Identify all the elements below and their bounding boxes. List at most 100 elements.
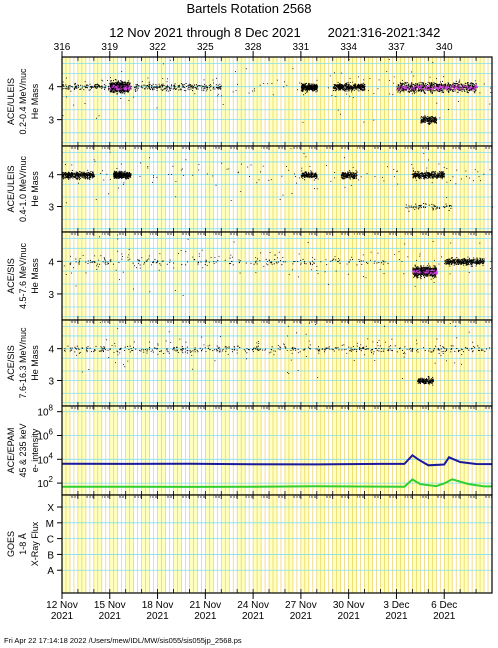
data-point [429,177,431,179]
data-point [162,84,164,86]
data-point [333,87,335,89]
data-point [434,171,436,173]
data-point [195,88,197,90]
data-point [475,89,477,91]
data-point [121,171,123,173]
data-point [179,88,181,90]
data-point [446,197,448,199]
data-point [337,84,339,86]
data-point [308,172,310,174]
data-point [404,82,406,84]
data-point [68,177,70,179]
data-point [336,85,338,87]
data-point [352,86,354,88]
data-point [463,88,465,90]
data-point [431,82,433,84]
data-point [405,204,407,206]
data-point [430,82,432,84]
data-point [120,86,122,88]
data-point [203,85,205,87]
data-point [428,85,430,88]
data-point [424,120,426,122]
data-point [405,82,407,84]
data-point [364,87,366,89]
data-point [477,171,479,173]
data-point [84,175,86,177]
panel-2-background [61,146,493,232]
data-point [305,92,306,94]
data-point [333,84,335,86]
data-point [158,83,160,85]
data-point [146,85,148,87]
data-point [464,84,466,86]
data-point [115,86,118,89]
data-point [113,88,115,90]
panel-1-points [62,59,492,125]
data-point [313,89,315,91]
data-point [301,175,303,177]
data-point [414,174,416,176]
data-point [489,169,491,171]
data-point [415,86,417,88]
data-point [206,88,208,90]
data-point [87,169,89,171]
data-point [312,172,314,174]
data-point [483,173,485,175]
data-point [435,89,437,91]
data-point [437,172,439,174]
data-point [121,177,123,179]
data-point [470,266,472,268]
data-point [422,120,424,122]
data-point [419,173,421,175]
data-point [424,174,426,176]
data-point [428,118,430,120]
data-point [84,103,86,104]
data-point [66,176,68,178]
data-point [68,172,70,174]
data-point [123,88,126,91]
data-point [420,177,422,179]
data-point [304,89,306,91]
data-point [128,174,130,176]
data-point [405,82,407,84]
data-point [182,86,184,88]
data-point [407,86,409,88]
data-point [435,205,437,207]
data-point [216,77,218,79]
data-point [396,170,398,172]
data-point [185,90,187,92]
data-point [351,89,353,91]
data-point [441,174,443,176]
data-point [431,173,433,175]
data-point [422,82,424,84]
data-point [347,273,349,275]
data-point [363,79,365,81]
data-point [214,257,216,258]
data-point [446,87,449,90]
data-point [68,173,70,175]
data-point [121,84,123,86]
data-point [420,207,422,209]
data-point [445,87,448,90]
data-point [135,84,137,86]
data-point [403,273,405,275]
data-point [443,76,445,78]
data-point [344,84,346,86]
data-point [435,84,437,86]
data-point [301,82,303,84]
data-point [348,84,350,86]
data-point [427,177,429,179]
data-point [430,118,432,120]
data-point [351,175,353,177]
data-point [129,82,131,84]
data-point [401,79,403,81]
data-point [490,87,492,89]
data-point [91,176,93,178]
data-point [345,175,347,177]
data-point [418,171,420,173]
data-point [415,205,417,207]
data-point [139,175,141,177]
data-point [448,83,450,85]
data-point [72,175,74,177]
data-point [116,93,118,95]
